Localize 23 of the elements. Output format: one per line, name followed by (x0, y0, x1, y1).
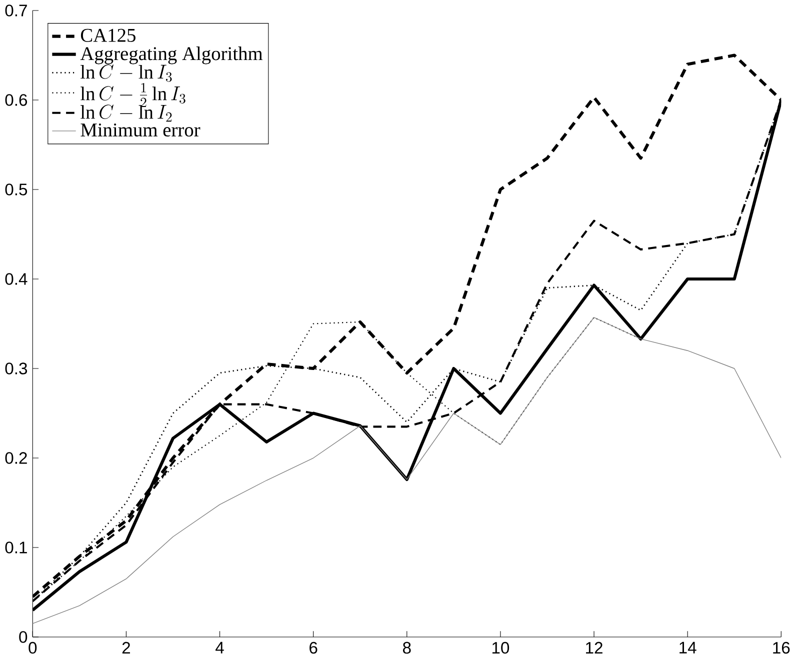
x-tick-label: 8 (402, 642, 411, 654)
x-tick-label: 0 (28, 642, 37, 654)
legend-label: Aggregating Algorithm (80, 46, 263, 64)
x-tick-label: 2 (122, 642, 130, 654)
x-tick-label: 4 (216, 642, 224, 654)
legend-label: $\ln C - \frac{1}{2}\ln I_3$ (80, 82, 186, 107)
y-tick-label: 0.7 (5, 4, 27, 16)
x-tick-label: 10 (492, 642, 510, 654)
x-tick-label: 16 (773, 642, 790, 654)
x-tick-label: 14 (680, 642, 696, 654)
x-tick-label: 6 (310, 642, 318, 654)
y-tick-label: 0.4 (5, 272, 28, 285)
y-tick-label: 0.5 (5, 183, 28, 196)
y-tick-label: 0.3 (5, 362, 28, 374)
legend-label: $\ln C - \ln I_3$ (80, 64, 172, 82)
y-tick-label: 0 (19, 630, 28, 643)
legend-label: $\ln C - \ln I_2$ (80, 104, 172, 122)
y-tick-label: 0.1 (5, 541, 27, 554)
y-tick-label: 0.6 (5, 94, 28, 106)
legend-label: Minimum error (80, 123, 200, 136)
legend-label: CA125 (80, 28, 136, 42)
y-tick-label: 0.2 (5, 452, 27, 464)
x-tick-label: 12 (586, 642, 602, 654)
